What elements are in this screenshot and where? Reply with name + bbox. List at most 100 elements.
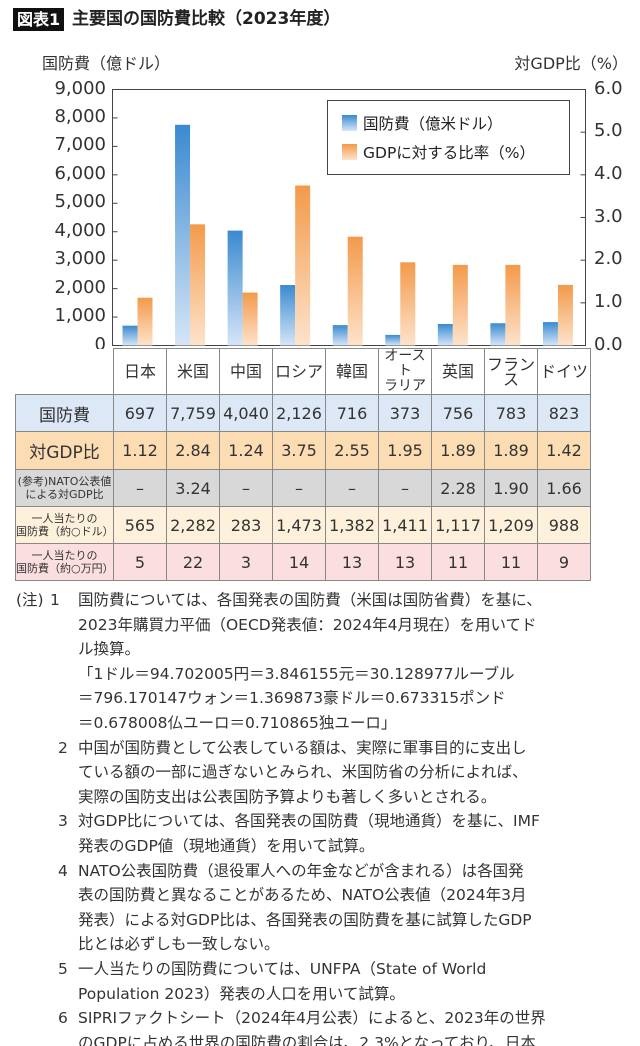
table-cell: 565 xyxy=(113,506,167,544)
row-label-line: による対GDP比 xyxy=(25,488,104,501)
table-cell: – xyxy=(325,469,379,507)
data-table: 日本 米国 中国 ロシア 韓国 オースト ラリア 英国 フランス ドイツ 国防費 697 7,759 4,… xyxy=(15,348,591,581)
table-cell: 9 xyxy=(537,543,591,581)
table-cell: 988 xyxy=(537,506,591,544)
table-cell: 756 xyxy=(431,394,485,432)
row-label-line: 国防費（約○ドル） xyxy=(16,525,114,538)
y-tick-label-left: 8,000 xyxy=(54,105,106,127)
bar-gdp-ratio-1 xyxy=(190,224,206,346)
table-row: 一人当たりの 国防費（約○ドル） 565 2,282 283 1,473 1,382 1,41… xyxy=(15,506,591,544)
y-tick-label-right: 4.0 xyxy=(594,162,623,184)
table-cell: 1,117 xyxy=(431,506,485,544)
y-axis-title-left: 国防費（億ドル） xyxy=(42,54,171,73)
row-label-line: 一人当たりの xyxy=(31,549,98,562)
table-cell: 1,411 xyxy=(378,506,432,544)
table-cell: 1,473 xyxy=(272,506,326,544)
table-row: 国防費 697 7,759 4,040 2,126 716 373 756 783 823 xyxy=(15,394,591,432)
y-tick-label-left: 5,000 xyxy=(54,191,106,213)
bar-gdp-ratio-4 xyxy=(347,236,363,346)
y-tick-label-right: 5.0 xyxy=(594,120,623,142)
category-label: オースト xyxy=(384,348,426,379)
table-corner xyxy=(15,348,114,395)
chart-title: 主要国の国防費比較（2023年度） xyxy=(72,9,341,29)
note-item: (注) 1 国防費については、各国発表の国防費（米国は国防省費）を基に、 2023年購… xyxy=(0,588,640,736)
category-label: 韓国 xyxy=(335,362,368,381)
table-cell: 1.90 xyxy=(484,469,538,507)
y-axis-title-right: 対GDP比（%） xyxy=(514,54,628,73)
bar-defense-8 xyxy=(542,322,558,346)
table-cell: 373 xyxy=(378,394,432,432)
bar-gdp-ratio-7 xyxy=(505,264,521,346)
row-label: (参考)NATO公表値 による対GDP比 xyxy=(15,469,114,507)
table-cell: – xyxy=(272,469,326,507)
figure-label: 図表1 xyxy=(13,8,65,31)
table-cell: 283 xyxy=(219,506,273,544)
category-label: ラリア xyxy=(384,378,426,394)
table-cell: 14 xyxy=(272,543,326,581)
row-label: 一人当たりの 国防費（約○万円） xyxy=(15,543,114,581)
legend-item-defense: 国防費（億米ドル） xyxy=(342,112,503,134)
table-cell: 2,282 xyxy=(166,506,220,544)
bar-defense-3 xyxy=(280,285,296,346)
y-tick-label-right: 0.0 xyxy=(594,333,623,355)
table-cell: 1.24 xyxy=(219,431,273,470)
legend-item-gdp-ratio: GDPに対する比率（%） xyxy=(342,141,535,163)
bar-gdp-ratio-6 xyxy=(452,264,468,346)
table-cell: 11 xyxy=(431,543,485,581)
note-line: 比とは必ずしも一致しない。 xyxy=(78,935,280,954)
note-line: ている額の一部に過ぎないとみられ、米国防省の分析によれば、 xyxy=(78,763,528,782)
table-cell: 3.24 xyxy=(166,469,220,507)
table-cell: 716 xyxy=(325,394,379,432)
legend-label: GDPに対する比率（%） xyxy=(363,144,536,162)
table-cell: 13 xyxy=(325,543,379,581)
category-label: 中国 xyxy=(229,362,262,381)
table-cell: 1.95 xyxy=(378,431,432,470)
bar-gdp-ratio-3 xyxy=(295,185,311,346)
bar-defense-4 xyxy=(332,325,348,346)
x-tick-label: オースト ラリア xyxy=(378,348,432,395)
note-line: 対GDP比については、各国発表の国防費（現地通貨）を基に、IMF xyxy=(78,812,540,831)
category-label: 米国 xyxy=(176,362,209,381)
category-label: 英国 xyxy=(441,362,474,381)
table-cell: 823 xyxy=(537,394,591,432)
row-label-line: (参考)NATO公表値 xyxy=(17,475,112,488)
bar-gdp-ratio-0 xyxy=(137,297,153,346)
bar-defense-5 xyxy=(385,334,401,346)
table-cell: 1,209 xyxy=(484,506,538,544)
table-cell: 1.89 xyxy=(484,431,538,470)
table-cell: – xyxy=(113,469,167,507)
table-cell: 1.89 xyxy=(431,431,485,470)
note-number: 4 xyxy=(58,861,68,880)
legend-label: 国防費（億米ドル） xyxy=(363,115,503,133)
legend-swatch-blue xyxy=(342,115,357,131)
note-line: ＝796.170147ウォン＝1.369873豪ドル＝0.673315ポンド xyxy=(78,689,506,708)
table-cell: 2.55 xyxy=(325,431,379,470)
bar-defense-0 xyxy=(122,325,138,346)
table-cell: – xyxy=(378,469,432,507)
x-tick-label: フランス xyxy=(484,348,538,395)
table-cell: 11 xyxy=(484,543,538,581)
table-cell: 2,126 xyxy=(272,394,326,432)
table-cell: 5 xyxy=(113,543,167,581)
y-tick-label-left: 0 xyxy=(94,333,106,355)
table-row: (参考)NATO公表値 による対GDP比 –3.24– – – –2.28 1.90 1.66 xyxy=(15,469,591,507)
table-cell: 1.66 xyxy=(537,469,591,507)
note-line: Population 2023）発表の人口を用いて試算。 xyxy=(78,984,405,1003)
note-line: 国防費については、各国発表の国防費（米国は国防省費）を基に、 xyxy=(78,591,542,609)
note-line: SIPRIファクトシート（2024年4月公表）によると、2023年の世界 xyxy=(78,1009,546,1028)
note-item: 3 対GDP比については、各国発表の国防費（現地通貨）を基に、IMF 発表のGDP値… xyxy=(0,809,640,858)
table-cell: 3.75 xyxy=(272,431,326,470)
row-label: 一人当たりの 国防費（約○ドル） xyxy=(15,506,114,544)
y-tick-label-left: 9,000 xyxy=(54,77,106,99)
note-line: 発表）による対GDP比は、各国発表の国防費を基に試算したGDP xyxy=(78,910,532,929)
x-tick-label: 米国 xyxy=(166,348,220,395)
y-tick-label-left: 2,000 xyxy=(54,276,106,298)
table-cell: 1,382 xyxy=(325,506,379,544)
note-line: ＝0.678008仏ユーロ＝0.710865独ユーロ」 xyxy=(78,713,397,732)
table-row: 対GDP比 1.12 2.84 1.24 3.75 2.55 1.95 1.89 1.89 1.4… xyxy=(15,431,591,470)
category-label: ドイツ xyxy=(539,362,588,381)
note-item: 4 NATO公表国防費（退役軍人への年金などが含まれる）は各国発 表の国防費と異なる… xyxy=(0,859,640,957)
note-line: 一人当たりの国防費については、UNFPA（State of World xyxy=(78,959,487,978)
y-tick-label-right: 2.0 xyxy=(594,248,623,270)
